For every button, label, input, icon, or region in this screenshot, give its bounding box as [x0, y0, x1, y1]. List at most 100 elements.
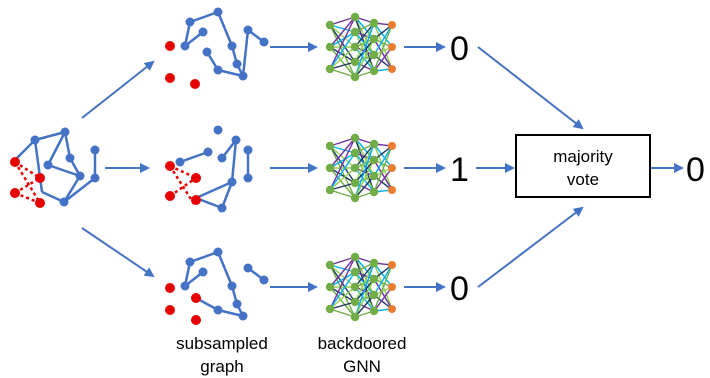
nn-output-node — [388, 305, 396, 313]
nn-node — [350, 27, 360, 37]
nn-node — [325, 20, 335, 30]
nn-node — [369, 258, 379, 268]
nn-edge — [373, 143, 393, 169]
nn-edge — [329, 182, 356, 191]
arrow-output-top-to-vote — [477, 46, 584, 130]
subsampled-graph-bottom — [165, 247, 269, 325]
nn-node — [350, 12, 360, 22]
nn-edge — [329, 256, 356, 266]
output-middle: 1 — [450, 151, 469, 189]
nn-output-node — [388, 65, 396, 73]
nn-node — [369, 139, 379, 149]
nn-node — [369, 34, 379, 44]
nn-edge — [354, 54, 375, 78]
arrow-input-to-bottom — [81, 227, 155, 278]
nn-edge — [373, 38, 393, 70]
nn-node — [350, 133, 360, 143]
nn-edge — [329, 271, 356, 310]
nn-edge — [329, 167, 356, 199]
nn-edge — [373, 145, 393, 177]
nn-edge — [329, 24, 356, 33]
nn-node — [325, 42, 335, 52]
nn-output-node — [388, 43, 396, 51]
nn-node — [325, 64, 335, 74]
caption-gnn-line1: backdoored — [318, 334, 407, 353]
nn-edge — [329, 31, 356, 70]
caption-graph-line1: subsampled — [176, 334, 268, 353]
nn-edge — [373, 24, 393, 56]
nn-edge — [329, 286, 356, 310]
arrow-output-bottom-to-vote — [477, 206, 584, 288]
nn-node — [350, 312, 360, 322]
nn-edge — [329, 24, 356, 48]
nn-node — [325, 304, 335, 314]
nn-edge — [373, 262, 393, 310]
nn-edge — [329, 286, 356, 303]
nn-edge — [373, 145, 393, 193]
nn-node — [325, 282, 335, 292]
nn-edge — [373, 46, 393, 72]
subsampled-graph-middle — [165, 125, 253, 213]
nn-output-node — [388, 283, 396, 291]
nn-node — [350, 178, 360, 188]
nn-edge — [354, 278, 375, 318]
vote-label-line2: vote — [567, 170, 599, 189]
nn-node — [325, 260, 335, 270]
nn-edge — [329, 16, 356, 26]
nn-edge — [373, 262, 393, 288]
output-final: 0 — [686, 151, 705, 189]
nn-edge — [329, 46, 356, 78]
nn-output-node — [388, 21, 396, 29]
nn-node — [325, 141, 335, 151]
majority-vote-box — [515, 134, 651, 198]
nn-node — [350, 252, 360, 262]
arrow-input-to-top — [81, 60, 155, 119]
nn-edge — [354, 262, 375, 303]
nn-edge — [354, 262, 375, 318]
nn-node — [369, 155, 379, 165]
nn-edge — [329, 264, 356, 273]
nn-edge — [329, 145, 356, 169]
nn-edge — [354, 175, 375, 199]
nn-edge — [373, 22, 393, 70]
nn-edge — [354, 294, 375, 318]
nn-node — [350, 57, 360, 67]
nn-edge — [373, 286, 393, 312]
nn-edge — [329, 61, 356, 70]
backdoored-gnn-middle — [325, 133, 396, 203]
nn-edge — [354, 22, 375, 48]
nn-edge — [373, 264, 393, 296]
nn-edge — [373, 143, 393, 191]
nn-edge — [329, 152, 356, 169]
nn-node — [350, 42, 360, 52]
nn-edge — [329, 137, 356, 191]
nn-edge — [329, 167, 356, 191]
output-top: 0 — [450, 30, 469, 68]
nn-edge — [329, 46, 356, 63]
nn-edge — [373, 167, 393, 193]
nn-edge — [329, 189, 356, 199]
nn-edge — [373, 159, 393, 191]
nn-edge — [329, 16, 356, 70]
backdoored-gnn-top — [325, 12, 396, 82]
nn-node — [350, 163, 360, 173]
nn-edge — [329, 137, 356, 147]
nn-node — [350, 282, 360, 292]
caption-gnn-line2: GNN — [343, 357, 381, 376]
nn-edge — [373, 24, 393, 72]
nn-edge — [354, 143, 375, 184]
nn-node — [369, 290, 379, 300]
nn-node — [369, 171, 379, 181]
backdoored-gnn-bottom — [325, 252, 396, 322]
nn-edge — [329, 264, 356, 288]
nn-edge — [373, 264, 393, 312]
nn-edge — [373, 278, 393, 310]
output-bottom: 0 — [450, 270, 469, 308]
nn-edge — [329, 152, 356, 191]
nn-edge — [329, 137, 356, 169]
nn-node — [325, 163, 335, 173]
nn-node — [369, 18, 379, 28]
nn-edge — [354, 22, 375, 78]
nn-edge — [329, 286, 356, 318]
nn-node — [369, 66, 379, 76]
